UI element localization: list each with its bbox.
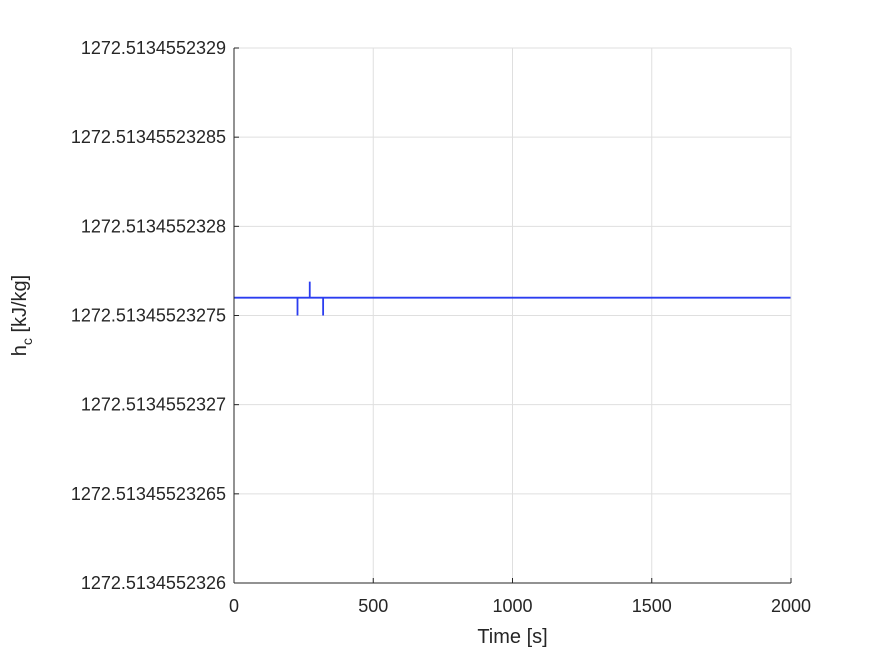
y-tick-label: 1272.5134552327 [81,395,226,415]
grid-lines [233,47,792,584]
axes [233,47,792,584]
y-tick-labels: 1272.5134552329 1272.51345523285 1272.5134… [71,38,226,593]
x-tick-label: 1000 [492,596,532,616]
series-line-h-c [234,281,791,316]
x-tick-label: 2000 [771,596,811,616]
y-axis-label-unit: [kJ/kg] [9,275,31,338]
y-tick-label: 1272.51345523265 [71,484,226,504]
x-axis-label: Time [s] [477,626,547,648]
y-axis-label-main: h [9,345,31,356]
y-tick-label: 1272.5134552326 [81,573,226,593]
y-tick-label: 1272.51345523275 [71,306,226,326]
x-tick-label: 0 [229,596,239,616]
x-tick-label: 500 [358,596,388,616]
y-tick-label: 1272.51345523285 [71,127,226,147]
y-tick-label: 1272.5134552328 [81,216,226,236]
series-layer [234,281,791,316]
x-tick-label: 1500 [632,596,672,616]
y-axis-label: hc [kJ/kg] [9,275,35,356]
y-axis-label-subscript: c [19,338,35,345]
y-tick-label: 1272.5134552329 [81,38,226,58]
x-tick-labels: 0 500 1000 1500 2000 [229,596,811,616]
